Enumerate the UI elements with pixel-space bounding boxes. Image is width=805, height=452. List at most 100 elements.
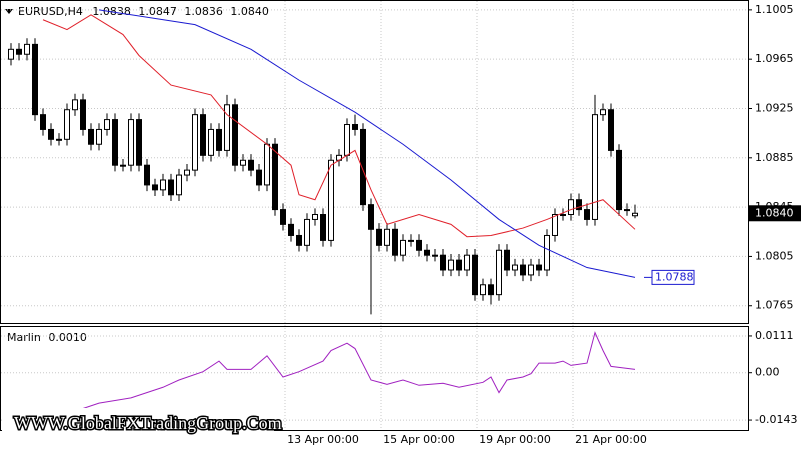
indicator-name: Marlin xyxy=(7,331,41,344)
candle-body xyxy=(304,218,310,246)
candle-body xyxy=(408,239,414,242)
indicator-value: 0.0010 xyxy=(48,331,87,344)
candle-body xyxy=(256,169,262,186)
candle-body xyxy=(200,114,206,156)
candle-body xyxy=(560,214,566,217)
moving-average xyxy=(42,14,636,238)
main-pane xyxy=(0,0,749,324)
candle-body xyxy=(56,138,62,141)
candle-body xyxy=(488,284,494,296)
current-price-box xyxy=(749,205,801,222)
x-tick-label: 19 Apr 00:00 xyxy=(479,433,551,446)
watermark: WWW.GlobalFXTradingGroup.Com xyxy=(14,413,282,433)
plot: 1.10051.09651.09251.08851.08451.08051.07… xyxy=(1,1,801,446)
close: 1.0840 xyxy=(230,5,269,18)
y-tick-label: 1.0965 xyxy=(755,52,794,65)
candle-body xyxy=(512,264,518,271)
candle-body xyxy=(136,119,142,166)
candle-body xyxy=(16,48,22,55)
candle-body xyxy=(232,104,238,166)
candle-body xyxy=(160,179,166,191)
moving-average xyxy=(98,9,636,278)
price-label-box xyxy=(651,269,695,285)
candle-body xyxy=(536,264,542,271)
candle-body xyxy=(64,109,70,140)
candle-body xyxy=(272,143,278,211)
y-tick-label: 1.0805 xyxy=(755,249,794,262)
candle-body xyxy=(296,234,302,246)
candle-body xyxy=(480,284,486,296)
candle-body xyxy=(40,114,46,130)
candle-body xyxy=(568,199,574,216)
candle-body xyxy=(320,214,326,241)
candle-body xyxy=(424,249,430,256)
candle-body xyxy=(104,119,110,130)
candle-body xyxy=(432,254,438,257)
candle-body xyxy=(72,99,78,111)
y-tick-label: 1.0765 xyxy=(755,299,794,312)
header: EURUSD,H4 1.0838 1.0847 1.0836 1.0840 xyxy=(18,5,269,18)
current-price: 1.0840 xyxy=(755,206,794,219)
indicator-pane xyxy=(0,326,749,431)
indicator-line xyxy=(11,331,636,415)
candle-body xyxy=(632,212,638,217)
candle-body xyxy=(520,264,526,276)
candle-body xyxy=(392,228,398,256)
candle-body xyxy=(208,128,214,156)
candle-body xyxy=(8,48,14,60)
candle-body xyxy=(48,128,54,140)
candle-body xyxy=(128,119,134,166)
x-tick-label: 15 Apr 00:00 xyxy=(383,433,455,446)
candle-body xyxy=(176,174,182,196)
candle-body xyxy=(80,99,86,130)
candle-body xyxy=(584,209,590,220)
candle-body xyxy=(248,159,254,171)
candle-body xyxy=(112,119,118,166)
candle-body xyxy=(384,228,390,246)
candle-body xyxy=(504,249,510,271)
candle-body xyxy=(552,214,558,236)
candle-body xyxy=(240,159,246,166)
candle-body xyxy=(400,239,406,256)
candle-body xyxy=(216,128,222,151)
candle-body xyxy=(264,143,270,186)
candle-body xyxy=(416,239,422,251)
candle-body xyxy=(144,164,150,186)
indicator-tick-label: 0.00 xyxy=(755,366,780,379)
candle-body xyxy=(592,114,598,220)
candle-body xyxy=(32,43,38,116)
y-tick-label: 1.0885 xyxy=(755,151,794,164)
candle-body xyxy=(88,128,94,145)
y-tick-label: 1.1005 xyxy=(755,3,794,16)
high: 1.0847 xyxy=(138,5,177,18)
candle-body xyxy=(528,264,534,276)
candle-body xyxy=(600,109,606,116)
candle-body xyxy=(472,254,478,296)
candle-body xyxy=(280,209,286,225)
candle-body xyxy=(24,43,30,55)
candle-body xyxy=(344,124,350,156)
candle-body xyxy=(192,114,198,171)
candle-body xyxy=(576,199,582,211)
x-tick-label: 13 Apr 00:00 xyxy=(287,433,359,446)
candle-body xyxy=(120,164,126,167)
candle-body xyxy=(360,128,366,206)
symbol: EURUSD,H4 xyxy=(18,5,83,18)
candle-body xyxy=(544,234,550,271)
candle-body xyxy=(184,169,190,176)
candle-body xyxy=(288,223,294,236)
candle-body xyxy=(96,128,102,145)
candle-body xyxy=(168,179,174,196)
candle-body xyxy=(616,149,622,211)
candle-body xyxy=(328,159,334,241)
candle-body xyxy=(376,228,382,246)
candle-body xyxy=(312,214,318,220)
candle-body xyxy=(152,184,158,191)
candle-body xyxy=(440,254,446,271)
candle-body xyxy=(224,104,230,151)
price-label: 1.0788 xyxy=(655,270,694,283)
candle-body xyxy=(608,109,614,151)
low: 1.0836 xyxy=(184,5,223,18)
